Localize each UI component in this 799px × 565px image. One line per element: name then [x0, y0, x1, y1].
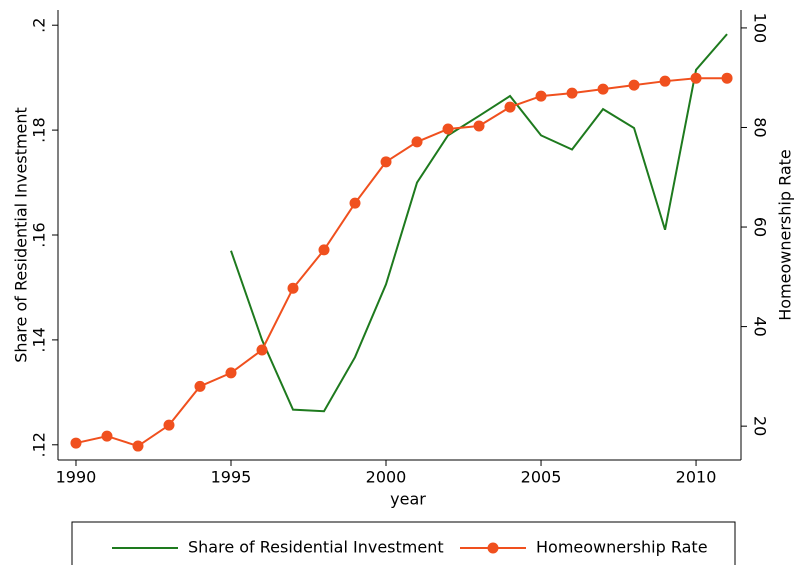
y-tick-label: .16 [30, 222, 49, 247]
series-marker [101, 430, 113, 442]
series-marker [504, 101, 516, 113]
series-marker [132, 440, 144, 452]
y-tick-label: .18 [30, 117, 49, 142]
legend-label: Homeownership Rate [536, 538, 708, 557]
y2-tick-label: 40 [751, 316, 770, 336]
series-marker [442, 123, 454, 135]
legend-marker [487, 542, 499, 554]
series-marker [70, 437, 82, 449]
series-marker [473, 120, 485, 132]
legend-box [71, 521, 736, 565]
x-tick-label: 1990 [56, 468, 97, 487]
y-tick-label: .14 [30, 327, 49, 352]
x-tick-label: 2010 [676, 468, 717, 487]
y-axis-title: Share of Residential Investment [12, 107, 31, 363]
series-marker [659, 75, 671, 87]
series-marker [318, 244, 330, 256]
series-marker [225, 367, 237, 379]
series-marker [690, 72, 702, 84]
x-axis-title: year [390, 490, 426, 509]
y2-tick-label: 80 [751, 117, 770, 137]
y-tick-label: .12 [30, 432, 49, 457]
series-marker [411, 136, 423, 148]
series-marker [287, 282, 299, 294]
y2-tick-label: 100 [751, 13, 770, 44]
y-tick-label: .2 [30, 18, 49, 33]
series-marker [597, 83, 609, 95]
series-line [75, 77, 728, 448]
legend-label: Share of Residential Investment [188, 538, 444, 557]
series-marker [628, 79, 640, 91]
series-marker [256, 344, 268, 356]
series-marker [721, 72, 733, 84]
series-marker [380, 156, 392, 168]
x-tick-label: 1995 [211, 468, 252, 487]
series-marker [566, 87, 578, 99]
series-marker [194, 380, 206, 392]
series-line [230, 33, 728, 413]
x-tick-label: 2005 [521, 468, 562, 487]
x-tick-label: 2000 [366, 468, 407, 487]
series-marker [163, 419, 175, 431]
y2-axis-title: Homeownership Rate [776, 149, 795, 321]
y2-tick-label: 20 [751, 416, 770, 436]
y2-tick-label: 60 [751, 217, 770, 237]
series-marker [349, 197, 361, 209]
series-marker [535, 90, 547, 102]
